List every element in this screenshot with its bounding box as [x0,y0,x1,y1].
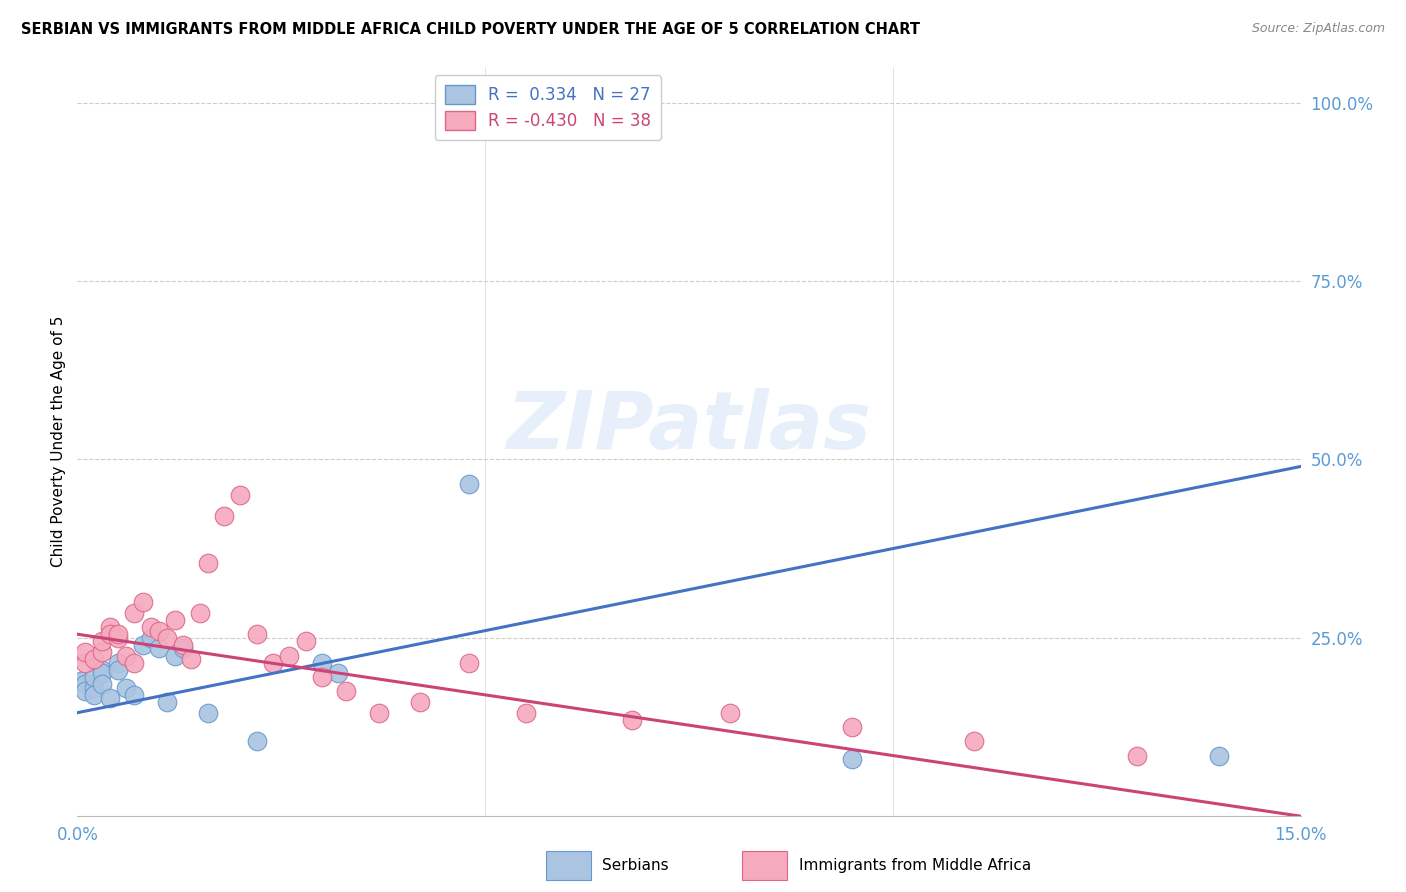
Point [98,627,121,641]
Point [156,695,179,709]
Point [83,652,105,666]
Text: Immigrants from Middle Africa: Immigrants from Middle Africa [799,858,1031,872]
Point [1208,748,1230,763]
FancyBboxPatch shape [546,851,591,880]
Text: Serbians: Serbians [602,858,668,872]
Point [90,666,112,681]
Point [131,595,153,609]
Point [212,509,235,524]
Point [409,695,432,709]
Text: SERBIAN VS IMMIGRANTS FROM MIDDLE AFRICA CHILD POVERTY UNDER THE AGE OF 5 CORREL: SERBIAN VS IMMIGRANTS FROM MIDDLE AFRICA… [21,22,920,37]
Point [515,706,537,720]
Point [294,634,316,648]
Point [98,620,121,634]
Point [180,652,202,666]
Point [278,648,301,663]
Text: ZIPatlas: ZIPatlas [506,387,872,466]
Point [148,641,170,656]
Point [107,631,129,645]
Point [718,706,741,720]
Point [70,673,93,688]
Point [841,752,863,766]
Point [148,624,170,638]
Point [83,670,105,684]
Point [165,613,187,627]
Point [90,663,112,677]
Point [246,627,269,641]
Y-axis label: Child Poverty Under the Age of 5: Child Poverty Under the Age of 5 [51,316,66,567]
Point [620,713,643,727]
Point [188,606,211,620]
Point [311,670,333,684]
Point [83,688,105,702]
Point [1126,748,1149,763]
Point [841,720,863,734]
Point [262,656,284,670]
Point [115,681,138,695]
Point [172,638,194,652]
Point [457,656,479,670]
Point [311,656,333,670]
Point [107,656,129,670]
Legend: R =  0.334   N = 27, R = -0.430   N = 38: R = 0.334 N = 27, R = -0.430 N = 38 [434,75,661,140]
FancyBboxPatch shape [742,851,787,880]
Point [165,648,187,663]
Point [328,666,350,681]
Point [75,656,97,670]
Point [75,645,97,659]
Point [90,645,112,659]
Point [172,641,194,656]
Text: Source: ZipAtlas.com: Source: ZipAtlas.com [1251,22,1385,36]
Point [124,606,146,620]
Point [457,477,479,491]
Point [197,556,219,570]
Point [107,663,129,677]
Point [368,706,391,720]
Point [124,688,146,702]
Point [963,734,986,748]
Point [115,648,138,663]
Point [156,631,179,645]
Point [124,656,146,670]
Point [98,691,121,706]
Point [335,684,357,698]
Point [83,681,105,695]
Point [229,488,252,502]
Point [246,734,269,748]
Point [75,677,97,691]
Point [131,638,153,652]
Point [197,706,219,720]
Point [139,620,162,634]
Point [107,627,129,641]
Point [139,631,162,645]
Point [75,684,97,698]
Point [90,634,112,648]
Point [90,677,112,691]
